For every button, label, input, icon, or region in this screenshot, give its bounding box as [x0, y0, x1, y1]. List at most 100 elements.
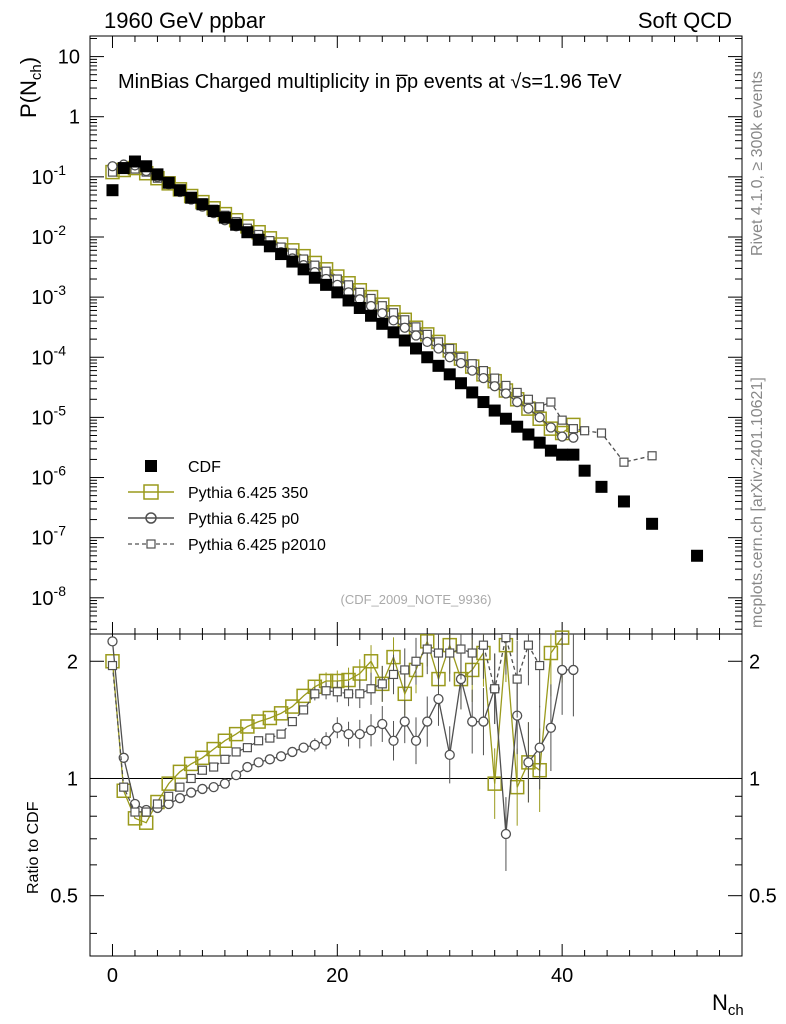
ratio-point-p0: [264, 754, 276, 765]
ratio-point-p2010: [310, 689, 320, 699]
data-point-p2010: [647, 451, 657, 461]
legend-label-p2010: Pythia 6.425 p2010: [188, 537, 326, 554]
ratio-point-p0: [399, 716, 410, 727]
ratio-point-p2010: [422, 644, 432, 654]
data-point-p2010: [523, 394, 534, 404]
ratio-point-p0: [253, 757, 264, 768]
legend-marker-350: [143, 484, 159, 500]
data-point-cdf: [410, 342, 422, 355]
data-point-cdf: [617, 495, 630, 508]
ratio-point-350: [363, 654, 379, 669]
data-point-cdf: [376, 317, 389, 330]
data-point-cdf: [151, 168, 164, 181]
data-point-p0: [478, 372, 489, 384]
ratio-point-p2010: [254, 736, 264, 746]
ratio-point-350: [296, 688, 311, 704]
header-right: Soft QCD: [638, 8, 732, 33]
ratio-plot: 0 20 40 0.5 0.5 1 1 2 2: [50, 630, 777, 987]
ratio-point-p0: [523, 757, 534, 768]
ratio-point-p2010: [400, 665, 410, 675]
ratio-point-350: [285, 699, 300, 714]
ratio-point-p2010: [501, 633, 511, 643]
ratio-point-p2010: [242, 743, 252, 753]
ratio-tick-label-right: 1: [749, 768, 760, 790]
ratio-point-p2010: [377, 679, 387, 689]
ratio-point-350: [262, 710, 278, 726]
ratio-point-p0: [534, 742, 545, 753]
data-point-cdf: [466, 386, 479, 399]
ratio-point-p0: [478, 716, 489, 727]
ratio-point-350: [195, 750, 210, 766]
header-left: 1960 GeV ppbar: [104, 8, 265, 33]
data-point-p0: [500, 388, 512, 399]
ratio-point-350: [487, 776, 502, 791]
data-point-p2010: [411, 322, 421, 332]
ratio-series-p0: [107, 634, 579, 871]
mcplots-label: mcplots.cern.ch [arXiv:2401.10621]: [749, 377, 766, 628]
ratio-point-p2010: [119, 782, 129, 792]
y-tick-label: 10-5: [31, 402, 66, 429]
data-point-p0: [455, 357, 467, 369]
legend-item-p2010: Pythia 6.425 p2010: [128, 537, 326, 554]
ratio-point-350: [543, 645, 559, 661]
data-point-p0: [433, 343, 444, 354]
ratio-point-p0: [107, 636, 118, 647]
ratio-point-p2010: [107, 660, 118, 671]
ratio-point-p0: [354, 728, 365, 740]
ratio-point-p0: [388, 735, 399, 746]
data-point-p2010: [596, 428, 607, 438]
ratio-frame: [89, 633, 743, 957]
ratio-point-p2010: [456, 644, 466, 654]
data-point-cdf: [595, 480, 608, 493]
ratio-point-p0: [444, 749, 455, 760]
data-point-cdf: [454, 377, 467, 390]
data-point-p0: [568, 432, 579, 443]
ratio-point-p2010: [433, 648, 444, 658]
ratio-point-p2010: [130, 807, 140, 817]
ratio-tick-label: 2: [67, 651, 78, 673]
data-point-cdf: [499, 412, 512, 425]
data-point-p2010: [568, 424, 578, 434]
ratio-point-p0: [320, 735, 332, 746]
data-point-cdf: [173, 184, 186, 197]
ratio-point-p0: [568, 664, 579, 676]
data-point-cdf: [297, 263, 310, 276]
data-point-cdf: [342, 294, 355, 307]
y-tick-label: 10-6: [31, 463, 66, 490]
data-point-p2010: [501, 380, 511, 391]
ratio-point-p0: [556, 664, 568, 676]
ratio-point-p0: [433, 693, 444, 705]
data-point-cdf: [443, 368, 456, 381]
ratio-point-p2010: [276, 729, 286, 739]
ratio-point-p0: [365, 725, 377, 736]
ratio-point-p0: [174, 793, 186, 804]
legend-marker-p2010: [146, 539, 156, 549]
ratio-point-p2010: [388, 669, 399, 680]
ratio-point-p2010: [298, 705, 309, 715]
legend-item-350: Pythia 6.425 350: [128, 484, 308, 502]
data-point-cdf: [286, 255, 299, 268]
data-point-p0: [444, 352, 455, 363]
y-tick-label: 10-8: [31, 583, 66, 610]
ratio-point-p2010: [343, 689, 354, 699]
ratio-point-p0: [197, 783, 208, 795]
ratio-point-p2010: [523, 640, 534, 650]
ratio-point-p2010: [209, 762, 219, 772]
data-point-p2010: [535, 402, 545, 412]
ratio-point-p0: [343, 728, 354, 740]
ratio-point-p2010: [355, 689, 365, 699]
data-point-cdf: [320, 278, 333, 291]
data-point-cdf: [275, 248, 288, 261]
data-point-p0: [422, 336, 433, 348]
y-tick-label: 1: [69, 107, 80, 129]
data-point-cdf: [511, 420, 524, 433]
ratio-point-p2010: [535, 660, 545, 671]
legend: CDF Pythia 6.425 350 Pythia 6.425 p0 Pyt…: [128, 459, 326, 554]
ratio-point-350: [240, 719, 255, 734]
y-tick-label: 10-7: [31, 523, 66, 550]
ratio-point-p2010: [478, 640, 489, 650]
data-point-cdf: [522, 428, 535, 441]
ratio-point-350: [161, 776, 176, 791]
data-point-cdf: [432, 359, 445, 372]
ratio-point-p2010: [265, 733, 275, 743]
